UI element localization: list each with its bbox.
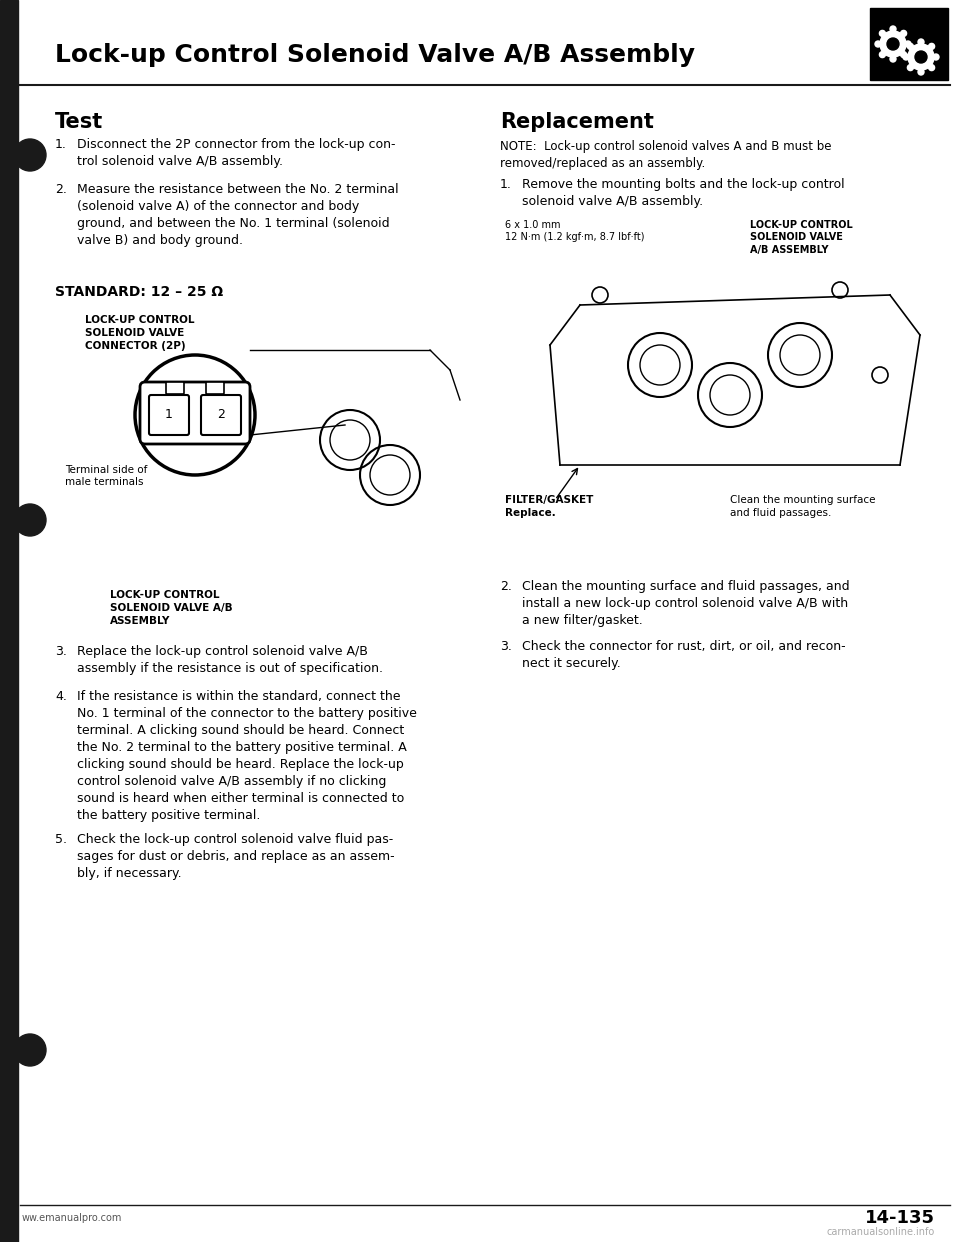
- Text: Check the lock-up control solenoid valve fluid pas-
sages for dust or debris, an: Check the lock-up control solenoid valve…: [77, 833, 395, 881]
- Text: 2.: 2.: [55, 183, 67, 196]
- Text: LOCK-UP CONTROL
SOLENOID VALVE A/B
ASSEMBLY: LOCK-UP CONTROL SOLENOID VALVE A/B ASSEM…: [110, 590, 232, 626]
- Text: Replacement: Replacement: [500, 112, 654, 132]
- Text: 1.: 1.: [500, 178, 512, 191]
- Text: 14-135: 14-135: [865, 1208, 935, 1227]
- Circle shape: [918, 70, 924, 75]
- Circle shape: [14, 504, 46, 537]
- Text: carmanualsonline.info: carmanualsonline.info: [827, 1227, 935, 1237]
- Text: Replace the lock-up control solenoid valve A/B
assembly if the resistance is out: Replace the lock-up control solenoid val…: [77, 645, 383, 674]
- Circle shape: [900, 52, 906, 57]
- Text: STANDARD: 12 – 25 Ω: STANDARD: 12 – 25 Ω: [55, 284, 223, 299]
- FancyBboxPatch shape: [140, 383, 250, 443]
- Circle shape: [14, 1035, 46, 1066]
- Text: Measure the resistance between the No. 2 terminal
(solenoid valve A) of the conn: Measure the resistance between the No. 2…: [77, 183, 398, 247]
- Text: 4.: 4.: [55, 691, 67, 703]
- Circle shape: [907, 43, 913, 50]
- Bar: [0, 0, 18, 1242]
- Circle shape: [905, 41, 911, 47]
- Circle shape: [903, 53, 909, 60]
- Text: Remove the mounting bolts and the lock-up control
solenoid valve A/B assembly.: Remove the mounting bolts and the lock-u…: [522, 178, 845, 207]
- Text: ww.emanualpro.com: ww.emanualpro.com: [22, 1213, 122, 1223]
- Text: 2.: 2.: [500, 580, 512, 592]
- Circle shape: [14, 139, 46, 171]
- Text: LOCK-UP CONTROL
SOLENOID VALVE
A/B ASSEMBLY: LOCK-UP CONTROL SOLENOID VALVE A/B ASSEM…: [750, 220, 852, 255]
- FancyBboxPatch shape: [166, 383, 184, 394]
- Circle shape: [928, 65, 935, 71]
- Circle shape: [908, 43, 934, 70]
- Text: 2: 2: [217, 409, 225, 421]
- Circle shape: [918, 39, 924, 45]
- Text: Lock-up Control Solenoid Valve A/B Assembly: Lock-up Control Solenoid Valve A/B Assem…: [55, 43, 695, 67]
- Text: Terminal side of
male terminals: Terminal side of male terminals: [65, 465, 148, 487]
- Bar: [870, 7, 948, 79]
- Circle shape: [907, 65, 913, 71]
- Text: Test: Test: [55, 112, 104, 132]
- Text: Check the connector for rust, dirt, or oil, and recon-
nect it securely.: Check the connector for rust, dirt, or o…: [522, 640, 846, 669]
- Circle shape: [875, 41, 881, 47]
- Circle shape: [890, 56, 896, 62]
- Text: If the resistance is within the standard, connect the
No. 1 terminal of the conn: If the resistance is within the standard…: [77, 691, 417, 822]
- Circle shape: [933, 53, 939, 60]
- Text: 3.: 3.: [500, 640, 512, 653]
- Text: Disconnect the 2P connector from the lock-up con-
trol solenoid valve A/B assemb: Disconnect the 2P connector from the loc…: [77, 138, 396, 168]
- FancyBboxPatch shape: [149, 395, 189, 435]
- Circle shape: [915, 51, 927, 63]
- Text: Clean the mounting surface
and fluid passages.: Clean the mounting surface and fluid pas…: [730, 496, 876, 518]
- FancyBboxPatch shape: [206, 383, 224, 394]
- Circle shape: [887, 39, 899, 50]
- Circle shape: [880, 31, 906, 57]
- Circle shape: [890, 26, 896, 32]
- Text: 6 x 1.0 mm
12 N·m (1.2 kgf·m, 8.7 lbf·ft): 6 x 1.0 mm 12 N·m (1.2 kgf·m, 8.7 lbf·ft…: [505, 220, 644, 242]
- Text: FILTER/GASKET
Replace.: FILTER/GASKET Replace.: [505, 496, 593, 518]
- Text: 1.: 1.: [55, 138, 67, 152]
- Circle shape: [879, 52, 885, 57]
- Text: Clean the mounting surface and fluid passages, and
install a new lock-up control: Clean the mounting surface and fluid pas…: [522, 580, 850, 627]
- Circle shape: [879, 30, 885, 36]
- FancyBboxPatch shape: [201, 395, 241, 435]
- Text: 5.: 5.: [55, 833, 67, 846]
- Text: 3.: 3.: [55, 645, 67, 658]
- Circle shape: [928, 43, 935, 50]
- Circle shape: [900, 30, 906, 36]
- Text: NOTE:  Lock-up control solenoid valves A and B must be
removed/replaced as an as: NOTE: Lock-up control solenoid valves A …: [500, 140, 831, 170]
- Text: LOCK-UP CONTROL
SOLENOID VALVE
CONNECTOR (2P): LOCK-UP CONTROL SOLENOID VALVE CONNECTOR…: [85, 315, 195, 351]
- Text: 1: 1: [165, 409, 173, 421]
